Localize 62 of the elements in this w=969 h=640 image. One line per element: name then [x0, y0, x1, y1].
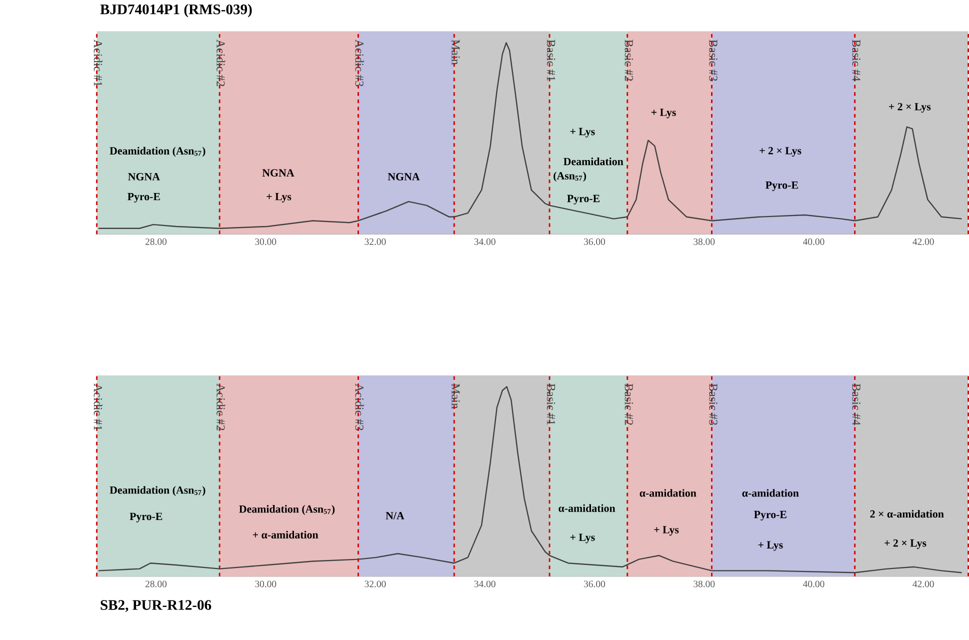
band-label: Acidic #1	[94, 39, 102, 86]
annotation: NGNA	[262, 169, 294, 176]
annotation: + Lys	[570, 128, 595, 138]
x-tick-label: 40.00	[802, 580, 824, 588]
annotation: Deamidation (Asn$_{57}$)	[239, 504, 335, 515]
annotation: NGNA	[388, 172, 420, 180]
band-label: Acidic #2	[216, 39, 226, 86]
annotation: Deamidation (Asn$_{57}$)	[110, 486, 206, 496]
band-label: Acidic #1	[94, 383, 102, 430]
annotation: α-amidation	[640, 488, 696, 497]
annotation: + 2 × Lys	[884, 539, 926, 549]
annotation: Pyro-E	[130, 512, 162, 522]
x-tick-label: 36.00	[584, 580, 606, 588]
annotation: + Lys	[758, 541, 783, 551]
band-label: Basic #1	[546, 384, 556, 425]
band-label: Acidic #3	[355, 383, 364, 430]
annotation: + 2 × Lys	[888, 102, 931, 112]
x-tick-label: 28.00	[145, 238, 167, 245]
x-tick-label: 38.00	[694, 580, 715, 588]
annotation: (Asn$_{57}$)	[554, 172, 586, 182]
annotation: + 2 × Lys	[760, 146, 802, 156]
x-tick-label: 36.00	[584, 238, 606, 245]
x-tick-label: 30.00	[255, 580, 276, 588]
x-tick-label: 32.00	[364, 238, 386, 245]
annotation: Pyro-E	[128, 192, 160, 202]
band-label: Main	[452, 39, 460, 65]
annotation: N/A	[386, 512, 404, 520]
annotation: Pyro-E	[567, 194, 600, 204]
band-label: Basic #4	[852, 384, 860, 426]
annotation: Deamidation (Asn$_{57}$)	[110, 146, 206, 157]
annotation: α-amidation	[558, 504, 616, 512]
annotation: + Lys	[570, 533, 595, 544]
annotation: α-amidation	[742, 488, 799, 497]
band-label: Basic #2	[624, 39, 633, 81]
annotation: + Lys	[651, 108, 676, 118]
annotation: Pyro-E	[766, 181, 798, 191]
x-tick-label: 30.00	[255, 238, 276, 245]
annotation: + α-amidation	[252, 530, 318, 538]
band-label: Basic #3	[709, 39, 718, 81]
band-label: Acidic #3	[355, 39, 364, 86]
annotation: NGNA	[128, 172, 160, 180]
x-tick-label: 34.00	[474, 580, 496, 588]
band-label: Basic #2	[624, 384, 633, 425]
annotation: + Lys	[266, 192, 292, 202]
text: SB2, PUR-R12-06	[100, 600, 212, 612]
x-tick-label: 42.00	[912, 580, 934, 588]
annotation: 2 × α-amidation	[870, 510, 944, 518]
x-tick-label: 38.00	[694, 238, 715, 245]
annotation: + Lys	[654, 526, 679, 536]
x-tick-label: 42.00	[912, 238, 934, 245]
band-label: Basic #1	[546, 39, 556, 81]
annotation: Deamidation	[564, 157, 624, 166]
band-label: Basic #3	[709, 384, 718, 425]
x-tick-label: 32.00	[364, 580, 386, 588]
band-label: Basic #4	[852, 39, 860, 82]
band-label: Acidic #2	[216, 383, 226, 430]
chart-title: BJD74014P1 (RMS-039)	[100, 4, 252, 18]
annotation: Pyro-E	[754, 510, 786, 520]
band-label: Main	[452, 384, 460, 409]
x-tick-label: 34.00	[474, 238, 496, 245]
x-tick-label: 40.00	[802, 238, 824, 245]
x-tick-label: 28.00	[145, 580, 167, 588]
